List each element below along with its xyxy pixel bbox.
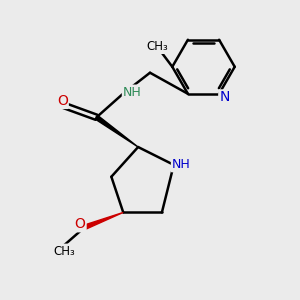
Polygon shape xyxy=(84,212,123,230)
Text: O: O xyxy=(75,217,86,231)
Text: NH: NH xyxy=(123,85,142,98)
Text: NH: NH xyxy=(172,158,190,171)
Text: O: O xyxy=(57,94,68,108)
Text: CH₃: CH₃ xyxy=(53,244,75,258)
Polygon shape xyxy=(95,116,138,147)
Text: N: N xyxy=(219,90,230,104)
Text: CH₃: CH₃ xyxy=(146,40,168,53)
